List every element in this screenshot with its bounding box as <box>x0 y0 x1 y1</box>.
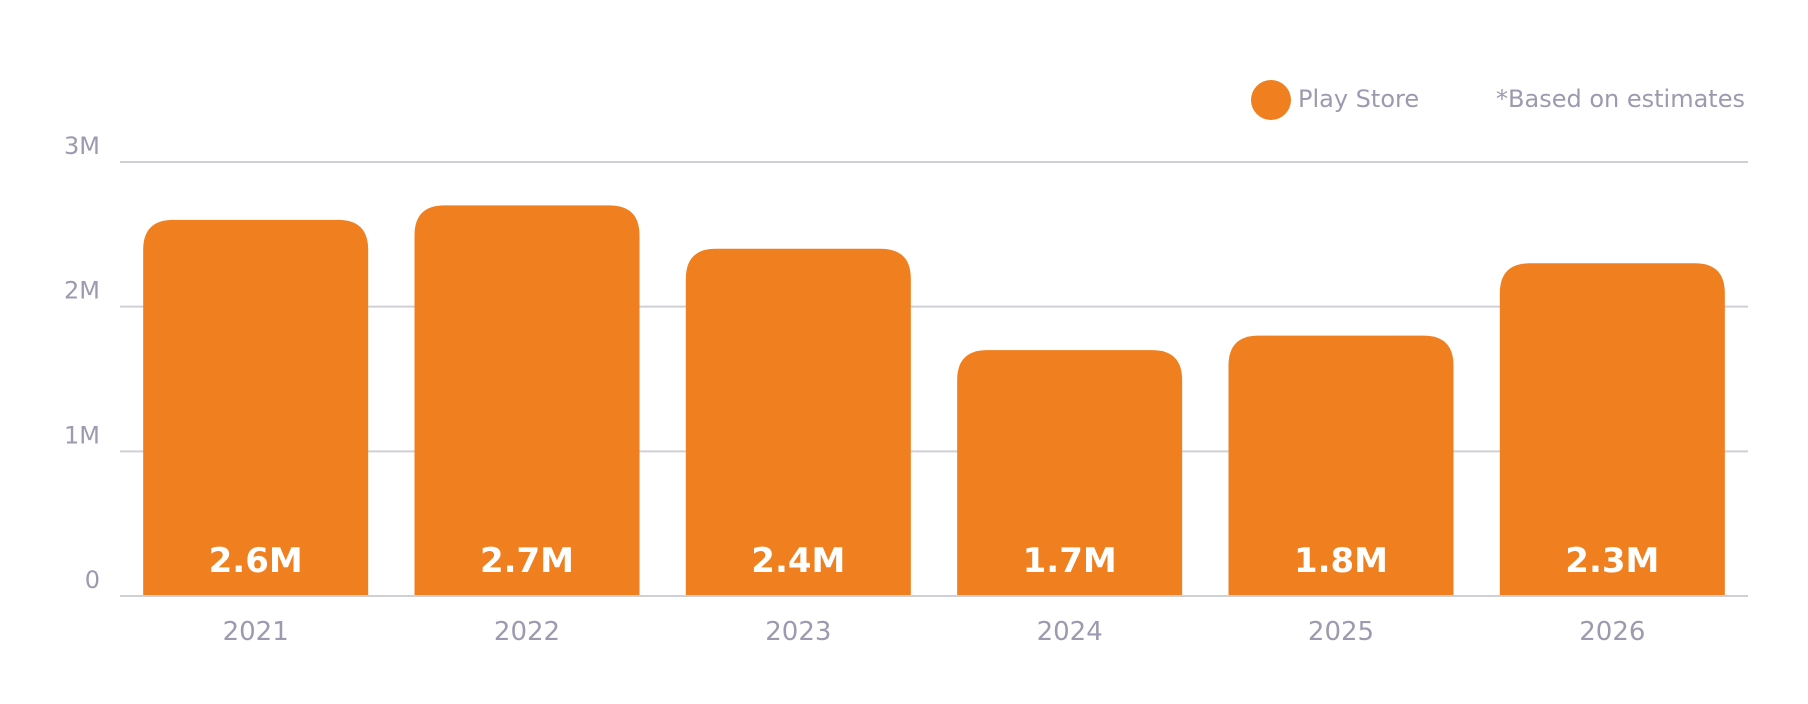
bar-value-label-2021: 2.6M <box>209 541 303 581</box>
x-tick-label-2024: 2024 <box>1037 617 1103 647</box>
y-tick-label: 1M <box>64 421 100 449</box>
x-tick-label-2023: 2023 <box>765 617 831 647</box>
x-tick-label-2025: 2025 <box>1308 617 1374 647</box>
bar-2024 <box>957 350 1183 596</box>
y-tick-label: 0 <box>85 566 100 594</box>
bar-2025 <box>1228 335 1454 596</box>
y-axis-ticks: 0 1M 2M 3M <box>64 132 100 594</box>
bar-value-label-2022: 2.7M <box>480 541 574 581</box>
x-axis-ticks: 2021 2022 2023 2024 2025 2026 <box>120 595 1748 647</box>
bar-value-label-2024: 1.7M <box>1023 541 1117 581</box>
legend-swatch-play-store <box>1251 80 1291 120</box>
x-tick-label-2022: 2022 <box>494 617 560 647</box>
estimates-note: *Based on estimates <box>1496 85 1745 113</box>
bar-2021 <box>143 219 369 596</box>
legend-label-play-store: Play Store <box>1298 85 1419 113</box>
y-tick-label: 3M <box>64 132 100 160</box>
bar-value-label-2023: 2.4M <box>751 541 845 581</box>
bar-value-label-2026: 2.3M <box>1565 541 1659 581</box>
bar-value-label-2025: 1.8M <box>1294 541 1388 581</box>
bar-2023 <box>685 248 911 597</box>
x-tick-label-2026: 2026 <box>1579 617 1645 647</box>
legend: Play Store *Based on estimates <box>1251 80 1745 120</box>
x-tick-label-2021: 2021 <box>223 617 289 647</box>
bar-2022 <box>414 205 640 596</box>
bar-2026 <box>1499 263 1725 596</box>
bars: 2.6M 2.7M 2.4M 1.7M 1.8M 2.3M <box>143 205 1725 597</box>
y-tick-label: 2M <box>64 277 100 305</box>
